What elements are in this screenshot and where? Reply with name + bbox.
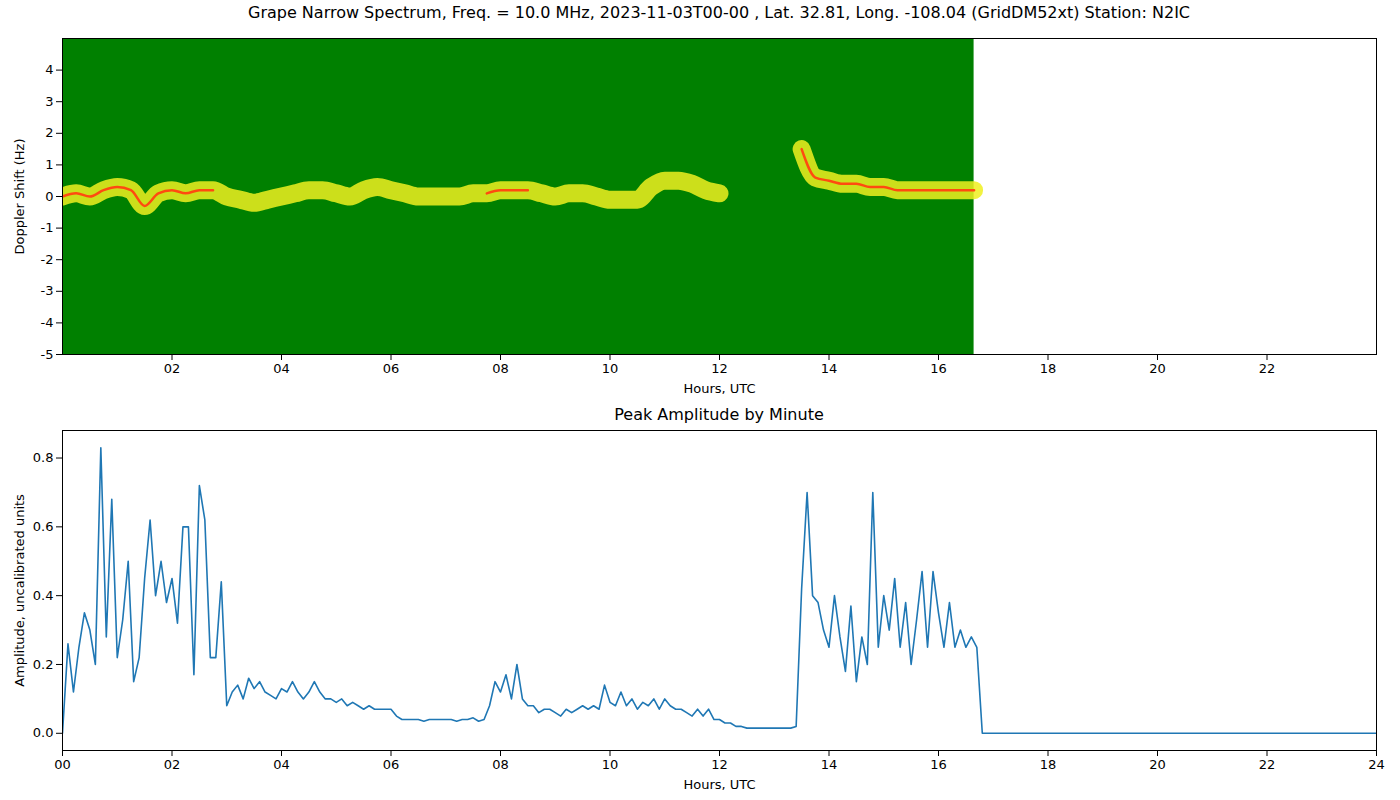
svg-text:16: 16 bbox=[930, 757, 947, 772]
svg-text:Hours, UTC: Hours, UTC bbox=[683, 777, 755, 792]
svg-text:0.8: 0.8 bbox=[33, 450, 54, 465]
svg-text:Doppler Shift (Hz): Doppler Shift (Hz) bbox=[12, 139, 27, 255]
svg-text:-2: -2 bbox=[41, 252, 54, 267]
svg-text:-1: -1 bbox=[41, 220, 54, 235]
svg-text:24: 24 bbox=[1368, 757, 1385, 772]
svg-text:02: 02 bbox=[164, 361, 181, 376]
svg-text:0.6: 0.6 bbox=[33, 519, 54, 534]
svg-text:18: 18 bbox=[1040, 757, 1057, 772]
svg-text:0.4: 0.4 bbox=[33, 588, 54, 603]
svg-text:04: 04 bbox=[273, 757, 290, 772]
svg-text:20: 20 bbox=[1149, 757, 1166, 772]
svg-text:14: 14 bbox=[821, 757, 838, 772]
svg-text:16: 16 bbox=[930, 361, 947, 376]
svg-text:08: 08 bbox=[492, 361, 509, 376]
svg-text:02: 02 bbox=[164, 757, 181, 772]
svg-text:22: 22 bbox=[1259, 757, 1276, 772]
svg-text:2: 2 bbox=[45, 125, 53, 140]
svg-text:Amplitude, uncalibrated units: Amplitude, uncalibrated units bbox=[12, 494, 27, 687]
svg-text:4: 4 bbox=[45, 62, 53, 77]
svg-text:18: 18 bbox=[1040, 361, 1057, 376]
svg-text:Hours, UTC: Hours, UTC bbox=[683, 381, 755, 396]
svg-text:0.0: 0.0 bbox=[33, 725, 54, 740]
svg-text:0: 0 bbox=[45, 189, 53, 204]
svg-text:0.2: 0.2 bbox=[33, 657, 54, 672]
svg-text:10: 10 bbox=[602, 361, 619, 376]
svg-text:06: 06 bbox=[383, 757, 400, 772]
svg-text:14: 14 bbox=[821, 361, 838, 376]
svg-text:-5: -5 bbox=[41, 347, 54, 362]
html-text:Peak Amplitude by Minute: Peak Amplitude by Minute bbox=[614, 405, 824, 424]
svg-text:3: 3 bbox=[45, 94, 53, 109]
svg-text:-4: -4 bbox=[41, 315, 54, 330]
svg-text:04: 04 bbox=[273, 361, 290, 376]
svg-text:1: 1 bbox=[45, 157, 53, 172]
svg-text:-3: -3 bbox=[41, 283, 54, 298]
svg-text:22: 22 bbox=[1259, 361, 1276, 376]
svg-text:20: 20 bbox=[1149, 361, 1166, 376]
svg-text:12: 12 bbox=[711, 361, 728, 376]
svg-text:08: 08 bbox=[492, 757, 509, 772]
html-text:Grape Narrow Spectrum, Freq. =: Grape Narrow Spectrum, Freq. = 10.0 MHz,… bbox=[248, 3, 1190, 22]
svg-text:10: 10 bbox=[602, 757, 619, 772]
svg-text:12: 12 bbox=[711, 757, 728, 772]
svg-text:00: 00 bbox=[54, 757, 71, 772]
svg-text:06: 06 bbox=[383, 361, 400, 376]
